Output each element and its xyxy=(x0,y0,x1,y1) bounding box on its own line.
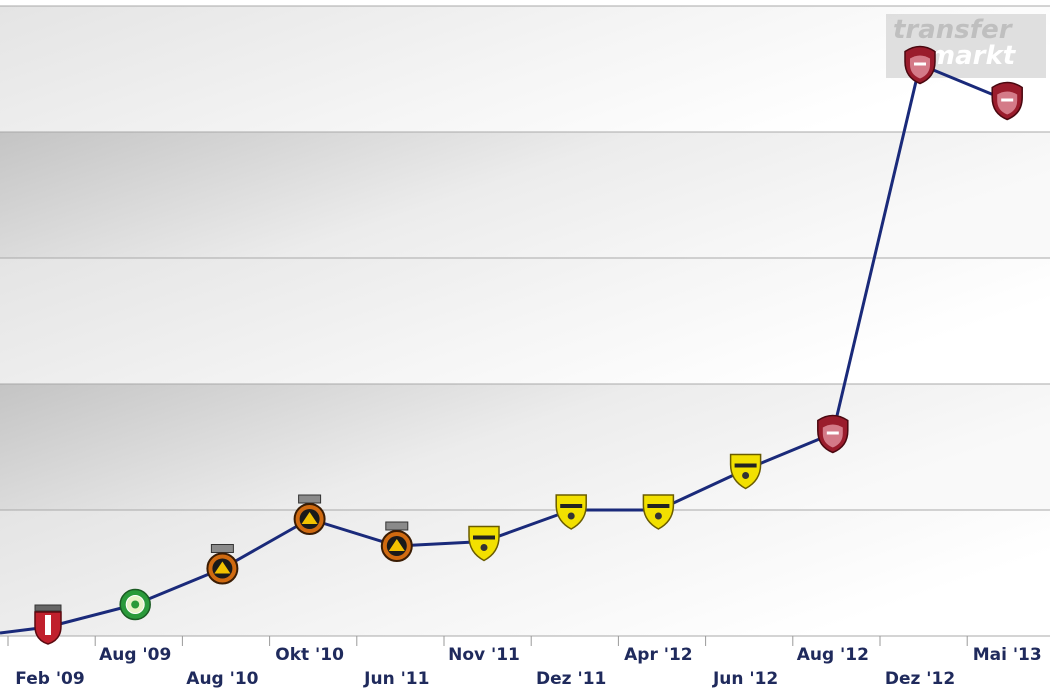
data-point-badges xyxy=(34,45,1023,645)
watermark-line1: transfer xyxy=(893,15,1014,45)
x-tick-label: Dez '11 xyxy=(536,669,606,689)
background-band xyxy=(0,258,1050,384)
background-band xyxy=(0,510,1050,636)
data-point-brasov-badge[interactable] xyxy=(642,494,675,530)
x-tick-label: Jun '12 xyxy=(712,669,778,689)
gridlines xyxy=(0,5,1050,637)
x-tick-label: Okt '10 xyxy=(275,645,344,665)
background-band xyxy=(0,6,1050,132)
data-point-cfr-cluj-badge[interactable] xyxy=(991,81,1023,121)
data-point-brasov-badge[interactable] xyxy=(555,494,587,530)
x-axis: Feb '09 Aug '09 Aug '10 Okt '10 Jun '11 Nov '… xyxy=(7,636,1042,689)
data-point-cfr-cluj-badge[interactable] xyxy=(817,414,849,454)
data-point-rio-ave-badge[interactable] xyxy=(293,494,326,535)
x-tick-label: Apr '12 xyxy=(624,645,693,665)
plot-background-bands xyxy=(0,6,1050,636)
x-tick-label: Aug '12 xyxy=(797,645,869,665)
data-point-cfr-cluj-badge[interactable] xyxy=(904,45,936,85)
x-tick-label: Nov '11 xyxy=(448,645,520,665)
x-tick-label: Aug '10 xyxy=(186,669,258,689)
data-point-rio-ave-badge[interactable] xyxy=(206,544,239,585)
watermark-line2: markt xyxy=(928,41,1017,71)
x-tick-label: Dez '12 xyxy=(885,669,955,689)
x-tick-label: Aug '09 xyxy=(99,645,171,665)
data-point-brasov-badge[interactable] xyxy=(468,525,500,562)
x-tick-label: Mai '13 xyxy=(973,645,1042,665)
data-point-brasov-badge[interactable] xyxy=(729,453,762,490)
background-band xyxy=(0,132,1050,258)
x-tick-label: Feb '09 xyxy=(15,669,84,689)
x-tick-label: Jun '11 xyxy=(363,669,429,689)
data-point-rio-ave-badge[interactable] xyxy=(380,521,413,562)
data-point-vitoria-setubal-badge[interactable] xyxy=(119,588,151,621)
data-point-braga-badge[interactable] xyxy=(34,604,62,645)
background-band xyxy=(0,384,1050,510)
